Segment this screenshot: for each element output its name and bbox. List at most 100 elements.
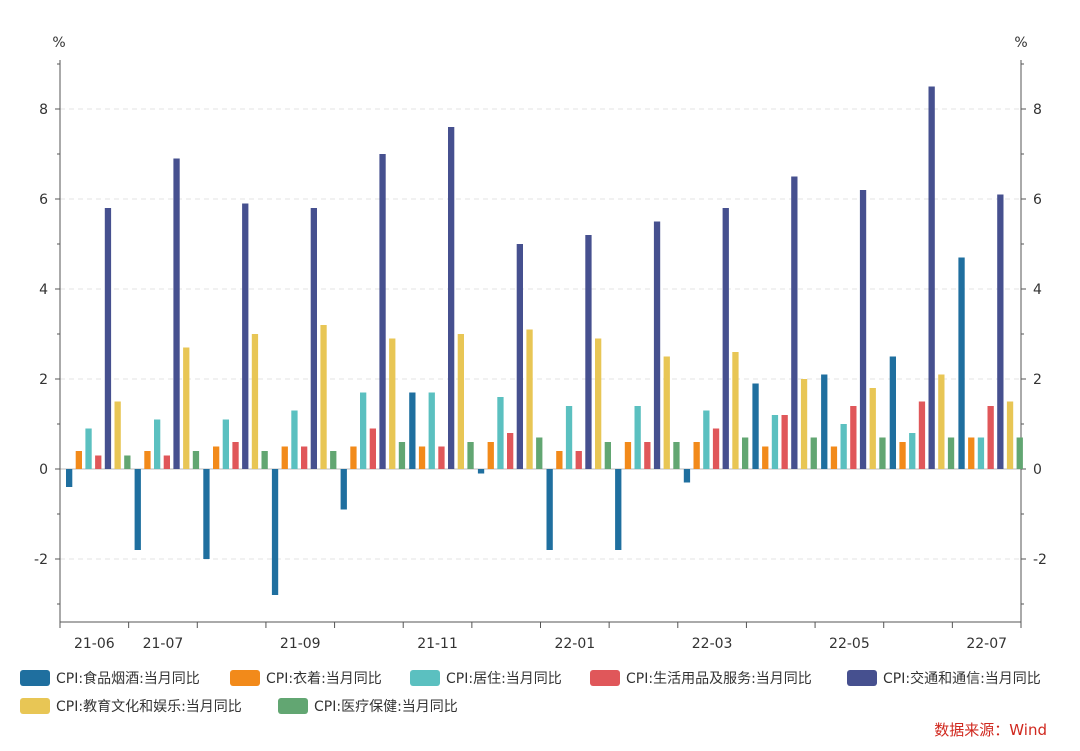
legend-label: CPI:居住:当月同比 [446, 671, 562, 687]
right-tick-label: 8 [1033, 102, 1042, 118]
bar [673, 442, 680, 469]
bar [556, 451, 563, 469]
bar [409, 392, 416, 469]
bar [379, 154, 386, 469]
axes [55, 60, 1026, 628]
x-tick-label: 22-01 [554, 636, 595, 652]
bar [291, 410, 298, 469]
left-tick-label: 0 [39, 462, 48, 478]
x-tick-label: 21-07 [143, 636, 184, 652]
bar [1016, 437, 1023, 469]
legend-swatch [20, 698, 50, 714]
bar [683, 469, 691, 483]
bar [615, 469, 622, 550]
legend-swatch [847, 670, 877, 686]
legend-swatch [230, 670, 260, 686]
bar [477, 469, 485, 474]
bar [536, 437, 543, 469]
legend-label: CPI:生活用品及服务:当月同比 [626, 671, 812, 687]
right-tick-label: -2 [1033, 552, 1047, 568]
bar [928, 86, 935, 469]
bar [369, 428, 376, 469]
bar [722, 208, 729, 469]
bar [104, 208, 112, 469]
legend-label: CPI:交通和通信:当月同比 [883, 671, 1041, 687]
bar [203, 469, 210, 559]
bar [987, 406, 994, 469]
bar [242, 203, 249, 469]
bar [301, 446, 308, 469]
bar [546, 469, 553, 550]
bar [938, 374, 945, 469]
bar [859, 190, 867, 469]
bar [448, 127, 455, 469]
legend-item: CPI:医疗保健:当月同比 [278, 696, 458, 716]
bar [663, 356, 670, 469]
chart-canvas: -2 -2 0 0 2 2 4 4 6 6 8 8% % 21-06 21-07 21-09 21-11 22-0… [34, 35, 1047, 652]
left-tick-label: 4 [39, 282, 48, 298]
bar [899, 442, 906, 469]
bar [997, 194, 1004, 469]
bar [968, 437, 975, 469]
x-tick-label: 22-07 [966, 636, 1007, 652]
legend-item: CPI:交通和通信:当月同比 [847, 668, 1041, 688]
bar [320, 325, 327, 469]
x-tick-label: 22-05 [829, 636, 870, 652]
legend-swatch [590, 670, 620, 686]
bar [732, 352, 739, 469]
right-unit-label: % [1014, 35, 1027, 51]
bar [958, 257, 965, 469]
bar [124, 455, 131, 469]
bar [909, 433, 916, 469]
bar [703, 410, 710, 469]
bar [516, 244, 523, 469]
legend-label: CPI:教育文化和娱乐:当月同比 [56, 699, 242, 715]
right-tick-label: 6 [1033, 192, 1042, 208]
bar [850, 406, 857, 469]
bar [752, 383, 759, 469]
legend-swatch [278, 698, 308, 714]
left-unit-label: % [52, 35, 65, 51]
legend-item: CPI:生活用品及服务:当月同比 [590, 668, 812, 688]
bar [163, 455, 170, 469]
bar [85, 428, 92, 469]
bar [507, 433, 514, 469]
source-note: 数据来源：Wind [934, 721, 1047, 739]
bar [575, 451, 582, 469]
bar [595, 338, 602, 469]
bar [183, 347, 190, 469]
legend-item: CPI:居住:当月同比 [410, 668, 562, 688]
bar [781, 415, 788, 469]
bar [222, 419, 229, 469]
bar [75, 451, 82, 469]
bar [565, 406, 573, 469]
bar [918, 401, 926, 469]
bar [604, 442, 611, 469]
bar [693, 442, 700, 469]
bar [712, 428, 720, 469]
bar [66, 469, 73, 487]
bar [310, 208, 317, 469]
left-tick-label: -2 [34, 552, 48, 568]
bar [762, 446, 769, 469]
bar [418, 446, 426, 469]
bar [360, 392, 367, 469]
bar [821, 374, 828, 469]
bar [771, 415, 779, 469]
bar [526, 329, 533, 469]
bar [340, 469, 347, 510]
bar [947, 437, 955, 469]
bar [192, 451, 200, 469]
x-tick-label: 22-03 [692, 636, 733, 652]
right-tick-label: 0 [1033, 462, 1042, 478]
bar [497, 397, 504, 469]
legend-swatch [20, 670, 50, 686]
bar [114, 401, 121, 469]
axis-labels: -2 -2 0 0 2 2 4 4 6 6 8 8% % 21-06 21-07 21-09 21-11 22-0… [34, 35, 1047, 652]
legend-label: CPI:食品烟酒:当月同比 [56, 671, 200, 687]
legend-label: CPI:衣着:当月同比 [266, 671, 382, 687]
bar [350, 446, 357, 469]
bar [624, 442, 632, 469]
bar [154, 419, 161, 469]
bar [173, 158, 180, 469]
